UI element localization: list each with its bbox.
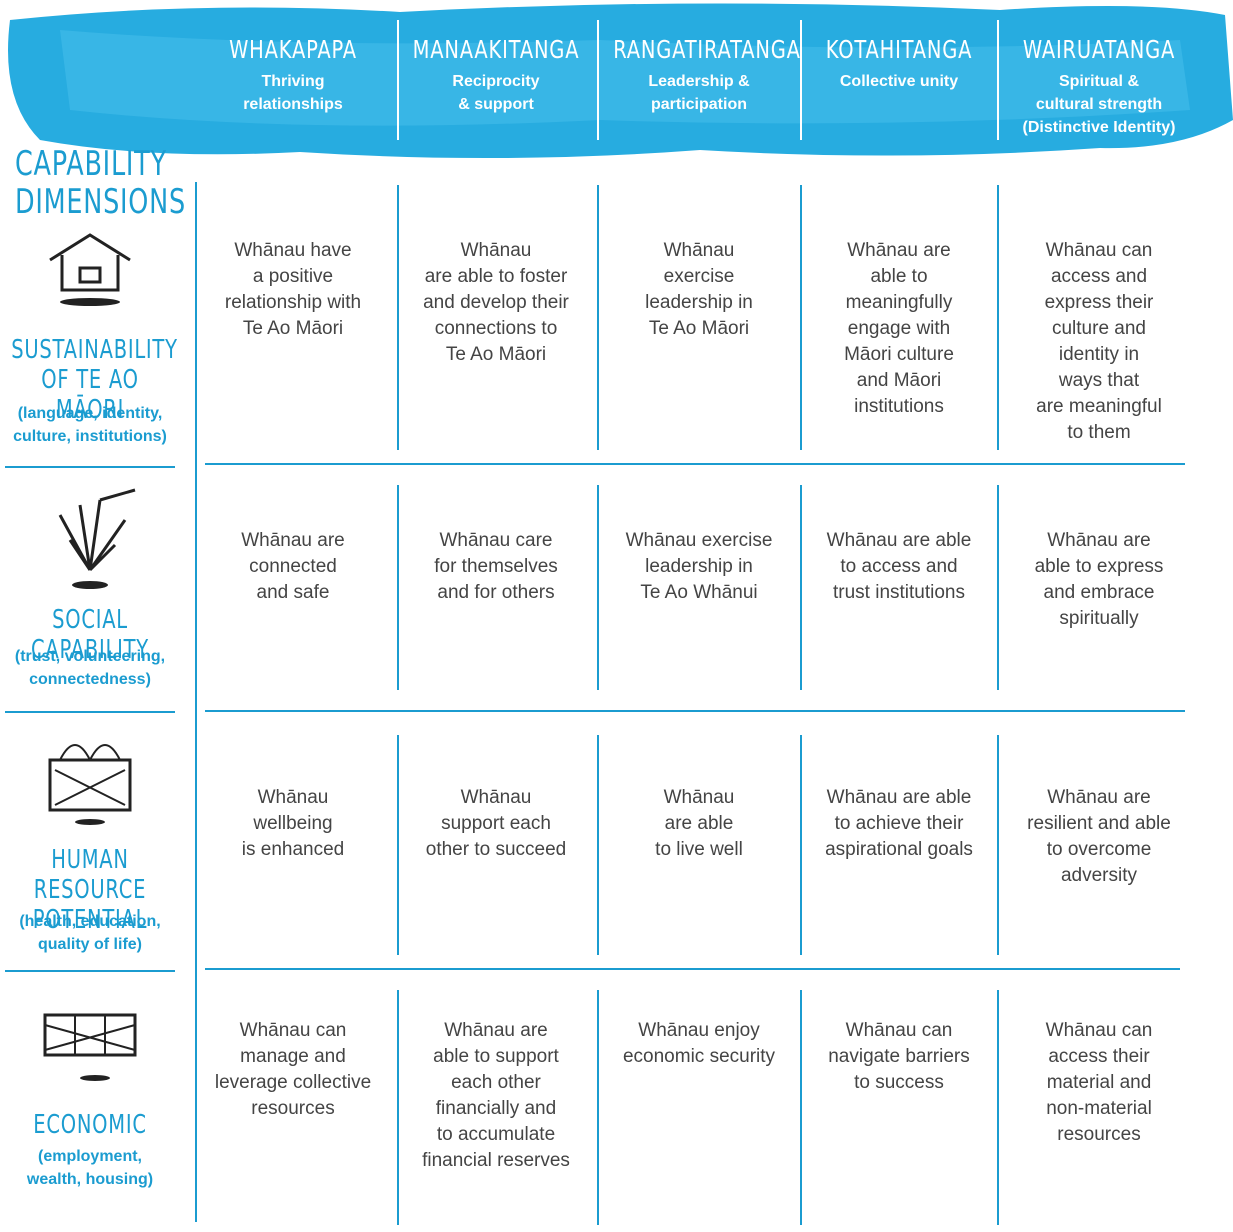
row-title: HUMAN RESOURCE POTENTIAL [32, 845, 148, 935]
column-title: WAIRUATANGA [1022, 35, 1176, 64]
cell-text: Whānau are connected and safe [241, 530, 345, 603]
cell-text: Whānau are able to live well [655, 787, 743, 860]
divider [205, 968, 1180, 970]
cell-text: Whānau are able to access and trust inst… [826, 530, 972, 603]
divider [597, 990, 599, 1225]
column-subtitle: Spiritual & cultural strength (Distincti… [1022, 73, 1176, 136]
column-title: MANAAKITANGA [412, 35, 580, 64]
row-subtitle: (health, education, quality of life) [19, 913, 161, 953]
column-title: WHAKAPAPA [229, 35, 357, 64]
divider [800, 185, 802, 450]
cell-text: Whānau are resilient and able to overcom… [1027, 787, 1171, 886]
house-icon [49, 233, 131, 306]
divider [397, 185, 399, 450]
divider [5, 970, 175, 972]
divider [997, 20, 999, 140]
column-subtitle: Thriving relationships [243, 73, 343, 113]
column-subtitle: Reciprocity & support [452, 73, 540, 113]
cell-text: Whānau are able to express and embrace s… [1034, 530, 1164, 629]
column-subtitle: Leadership & participation [648, 73, 750, 113]
cell-text: Whānau exercise leadership in Te Ao Whān… [625, 530, 773, 603]
cell-text: Whānau have a positive relationship with… [224, 240, 362, 339]
cell-text: Whānau can manage and leverage collectiv… [214, 1020, 372, 1119]
column-title: RANGATIRATANGA [613, 35, 801, 64]
row-subtitle: (language, identity, culture, institutio… [13, 405, 167, 445]
kete-icon [48, 744, 132, 825]
cell-text: Whānau support each other to succeed [425, 787, 567, 860]
row-subtitle: (trust, volunteering, connectedness) [14, 648, 166, 688]
divider [205, 710, 1185, 712]
divider [800, 735, 802, 955]
cell-text: Whānau are able to meaningfully engage w… [844, 240, 954, 417]
row-title: SOCIAL CAPABILITY [31, 605, 149, 665]
column-title: KOTAHITANGA [825, 35, 973, 64]
flax-icon [58, 488, 136, 589]
divider [997, 990, 999, 1225]
divider [5, 711, 175, 713]
cell-text: Whānau are able to foster and develop th… [423, 240, 569, 365]
cell-text: Whānau enjoy economic security [622, 1020, 776, 1067]
cell-text: Whānau are able to achieve their aspirat… [825, 787, 973, 860]
divider [800, 20, 802, 140]
divider [397, 485, 399, 690]
divider [397, 990, 399, 1225]
cell-text: Whānau care for themselves and for other… [434, 530, 558, 603]
cell-text: Whānau can access their material and non… [1045, 1020, 1153, 1145]
divider [597, 20, 599, 140]
divider [397, 20, 399, 140]
cell-text: Whānau can access and express their cult… [1036, 240, 1162, 443]
divider [997, 185, 999, 450]
divider [205, 463, 1185, 465]
divider [997, 485, 999, 690]
divider [597, 735, 599, 955]
side-title: CAPABILITY DIMENSIONS [15, 144, 186, 222]
divider [195, 182, 197, 1222]
row-title: ECONOMIC [33, 1110, 147, 1140]
cell-text: Whānau are able to support each other fi… [422, 1020, 570, 1171]
kete-icon [43, 1013, 137, 1081]
cell-text: Whānau exercise leadership in Te Ao Māor… [645, 240, 753, 339]
column-subtitle: Collective unity [839, 73, 959, 90]
divider [800, 485, 802, 690]
header-band [8, 3, 1233, 159]
divider [597, 185, 599, 450]
cell-text: Whānau can navigate barriers to success [828, 1020, 970, 1093]
divider [997, 735, 999, 955]
row-subtitle: (employment, wealth, housing) [26, 1148, 154, 1188]
divider [5, 466, 175, 468]
divider [800, 990, 802, 1225]
row-title: SUSTAINABILITY OF TE AO MĀORI [11, 335, 178, 425]
divider [397, 735, 399, 955]
cell-text: Whānau wellbeing is enhanced [241, 787, 345, 860]
divider [597, 485, 599, 690]
